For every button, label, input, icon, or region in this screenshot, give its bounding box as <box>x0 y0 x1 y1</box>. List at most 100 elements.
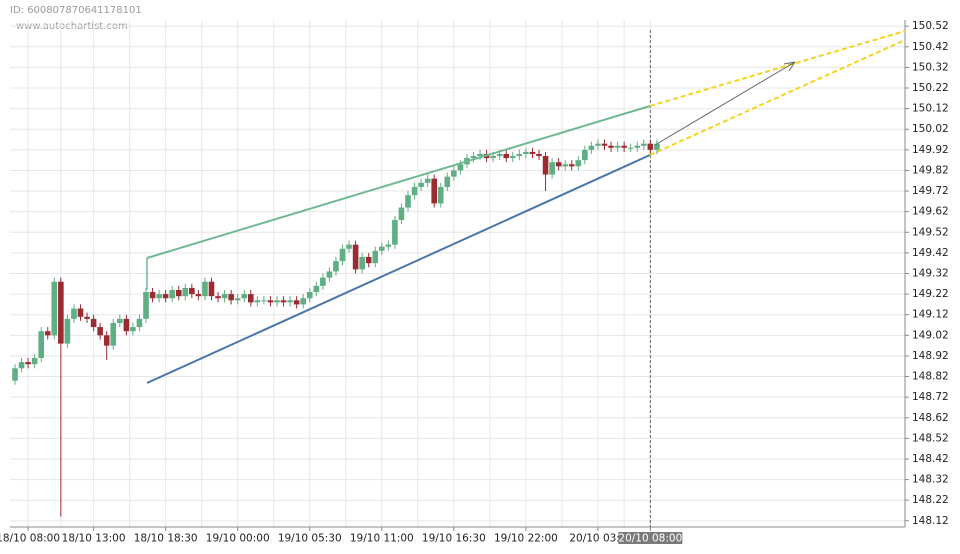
candle-body <box>510 156 516 159</box>
candle-body <box>451 170 457 177</box>
candle-body <box>208 281 215 297</box>
candle-body <box>346 244 352 249</box>
y-tick-label: 150.42 <box>912 41 949 53</box>
y-tick-label: 149.02 <box>912 329 949 341</box>
support-line <box>146 154 651 384</box>
candle-body <box>333 261 339 272</box>
y-tick-label: 148.82 <box>912 371 949 383</box>
candle-body <box>372 250 379 264</box>
candle-body <box>326 271 333 278</box>
x-tick-label: 20/10 08:00 <box>618 533 682 545</box>
x-tick-label: 18/10 13:00 <box>62 533 126 545</box>
candle-body <box>365 257 372 264</box>
candle-body <box>536 153 542 157</box>
candle-body <box>228 294 234 301</box>
y-tick-label: 148.42 <box>912 453 949 465</box>
y-tick-label: 149.42 <box>912 247 949 259</box>
candle-body <box>595 143 601 146</box>
candle-body <box>477 153 483 157</box>
x-tick-label: 19/10 22:00 <box>494 533 558 545</box>
x-tick-label: 18/10 18:30 <box>134 533 198 545</box>
candle-body <box>248 294 254 303</box>
arrow-head <box>783 61 796 72</box>
x-tick-label: 19/10 05:30 <box>278 533 342 545</box>
candle-body <box>64 318 71 344</box>
candle-body <box>38 331 44 358</box>
resistance-projection <box>649 30 906 107</box>
candle-body <box>123 318 130 332</box>
candle-body <box>575 160 582 167</box>
candle-body <box>398 207 405 220</box>
candle-body <box>202 281 208 297</box>
y-tick-label: 149.12 <box>912 309 949 321</box>
candle-body <box>103 335 110 346</box>
candle-body <box>287 300 293 303</box>
x-tick-label: 19/10 11:00 <box>350 533 414 545</box>
candle-body <box>130 327 136 332</box>
y-tick-label: 148.92 <box>912 350 949 362</box>
candle-body <box>411 186 418 196</box>
candle-body <box>457 164 464 171</box>
y-tick-label: 150.32 <box>912 61 949 73</box>
candle-body <box>379 246 385 251</box>
y-tick-label: 149.22 <box>912 288 949 300</box>
candle-body <box>169 289 175 299</box>
candle-body <box>641 143 647 146</box>
y-tick-label: 149.62 <box>912 206 949 218</box>
candle-body <box>71 308 77 319</box>
candle-body <box>614 145 621 148</box>
candle-body <box>117 318 123 323</box>
candle-body <box>490 156 496 159</box>
candle-body <box>136 318 143 328</box>
support-projection <box>649 39 906 156</box>
y-tick-label: 149.92 <box>912 144 949 156</box>
candle-body <box>516 153 523 157</box>
y-tick-label: 148.22 <box>912 494 949 506</box>
candle-body <box>280 300 287 303</box>
candle-body <box>405 195 411 208</box>
candle-body <box>51 281 58 336</box>
candle-body <box>25 362 31 365</box>
y-tick-label: 149.32 <box>912 268 949 280</box>
candle-body <box>385 244 392 247</box>
candle-body <box>444 176 451 187</box>
y-tick-label: 149.52 <box>912 226 949 238</box>
candle-body <box>621 145 627 148</box>
candle-body <box>84 316 90 319</box>
y-tick-label: 150.52 <box>912 20 949 32</box>
candle-body <box>634 145 641 148</box>
y-tick-label: 149.72 <box>912 185 949 197</box>
candle-body <box>261 300 267 302</box>
candle-body <box>58 281 64 344</box>
candle-body <box>437 186 444 204</box>
y-tick-label: 148.32 <box>912 474 949 486</box>
candle-body <box>608 145 614 148</box>
candle-body <box>582 149 588 161</box>
candle-body <box>647 143 654 150</box>
candle-body <box>175 289 182 297</box>
x-tick-label: 20/10 03:3 <box>569 533 626 545</box>
candle-body <box>359 257 365 270</box>
resistance-line <box>146 105 651 259</box>
y-tick-label: 149.82 <box>912 164 949 176</box>
candle-body <box>568 164 575 167</box>
x-tick-label: 19/10 16:30 <box>422 533 486 545</box>
y-tick-label: 150.12 <box>912 103 949 115</box>
candle-body <box>352 244 359 270</box>
candle-body <box>182 287 189 297</box>
candle-body <box>496 153 503 157</box>
candle-body <box>542 156 549 175</box>
x-tick-label: 19/10 00:00 <box>206 533 270 545</box>
candle-body <box>601 143 608 146</box>
candle-body <box>234 298 241 301</box>
candle-body <box>195 294 202 297</box>
candle-body <box>90 318 97 328</box>
candle-body <box>424 178 431 183</box>
candle-body <box>110 322 117 346</box>
candle-body <box>418 182 424 187</box>
candle-body <box>339 248 346 262</box>
y-tick-label: 150.22 <box>912 82 949 94</box>
candle-body <box>97 327 103 336</box>
candle-body <box>320 277 326 286</box>
